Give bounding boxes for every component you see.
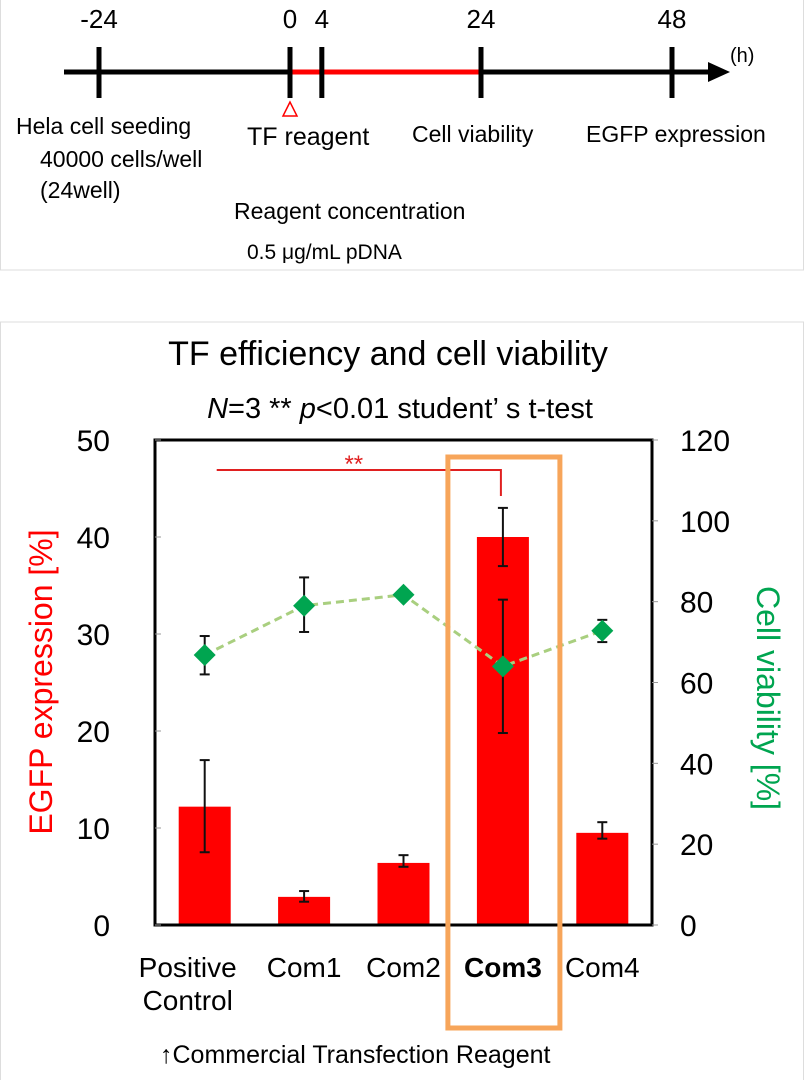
concentration-title: Reagent concentration: [234, 198, 465, 224]
viability-point: [293, 594, 316, 617]
y2-tick-label: 120: [680, 425, 730, 458]
concentration-value: 0.5 μg/mL pDNA: [247, 241, 402, 264]
egfp-bar: [576, 832, 629, 924]
category-label: Com2: [366, 952, 441, 983]
footnote: ↑Commercial Transfection Reagent: [160, 1041, 550, 1069]
viability-point: [491, 655, 514, 678]
category-label: Positive: [139, 952, 237, 983]
timeline-tick-label: 24: [467, 4, 496, 34]
y-tick-label: 0: [93, 910, 110, 943]
p-label: p: [299, 393, 316, 425]
chart-title: TF efficiency and cell viability: [168, 335, 608, 373]
timeline-frame: [0, 0, 804, 271]
y-tick-label: 20: [77, 716, 110, 749]
timeline-arrow-icon: [708, 62, 730, 82]
category-label: Com4: [565, 952, 640, 983]
category-label: Control: [143, 985, 233, 1016]
y2-tick-label: 100: [680, 506, 730, 539]
chart-frame: [0, 321, 804, 1080]
viability-point: [392, 583, 415, 606]
viability-point: [591, 619, 614, 642]
tf-reagent-label: TF reagent: [247, 123, 369, 151]
y2-tick-label: 0: [680, 910, 697, 943]
n-value: =3 **: [228, 393, 300, 425]
y2-tick-label: 40: [680, 748, 713, 781]
y2-tick-label: 60: [680, 668, 713, 701]
p-rest: <0.01 student’ s t-test: [316, 393, 593, 425]
timeline-tick-label: 0: [283, 4, 297, 34]
chart-subtitle: N=3 ** p<0.01 student’ s t-test: [207, 393, 593, 425]
category-label: Com3: [464, 952, 542, 983]
y2-tick-label: 20: [680, 829, 713, 862]
plot-area: [153, 438, 654, 927]
egfp-bar: [178, 806, 231, 924]
n-label: N: [207, 393, 228, 425]
seeding-cells-label: 40000 cells/well: [40, 146, 202, 172]
triangle-marker-icon: [281, 100, 299, 117]
significance-label: **: [344, 451, 363, 478]
category-label: Com1: [267, 952, 342, 983]
egfp-bar: [377, 862, 430, 924]
timeline-tick-label: 4: [315, 4, 329, 34]
cell-viability-label: Cell viability: [412, 121, 534, 147]
highlight-box: [445, 454, 563, 1031]
y-tick-label: 30: [77, 619, 110, 652]
timeline-diagram: -24 0 4 24 48 (h) Hela cell seeding 40000 ce…: [0, 0, 804, 271]
viability-line: [204, 593, 603, 669]
timeline-tick-label: 48: [658, 4, 687, 34]
seeding-plate-label: (24well): [40, 177, 121, 203]
y2-tick-label: 80: [680, 587, 713, 620]
egfp-label: EGFP expression: [586, 121, 766, 147]
timeline-tick-label: -24: [80, 4, 118, 34]
y2-axis-label: Cell viability [%]: [750, 586, 786, 810]
y-axis-label: EGFP expression [%]: [23, 529, 59, 834]
egfp-bar: [476, 537, 529, 924]
seeding-label: Hela cell seeding: [16, 113, 191, 139]
significance-bracket: [216, 469, 502, 496]
y-tick-label: 10: [77, 813, 110, 846]
y-tick-label: 40: [77, 522, 110, 555]
y-tick-label: 50: [77, 425, 110, 458]
timeline-unit: (h): [730, 45, 754, 67]
egfp-bar: [278, 896, 331, 924]
viability-point: [193, 644, 216, 667]
